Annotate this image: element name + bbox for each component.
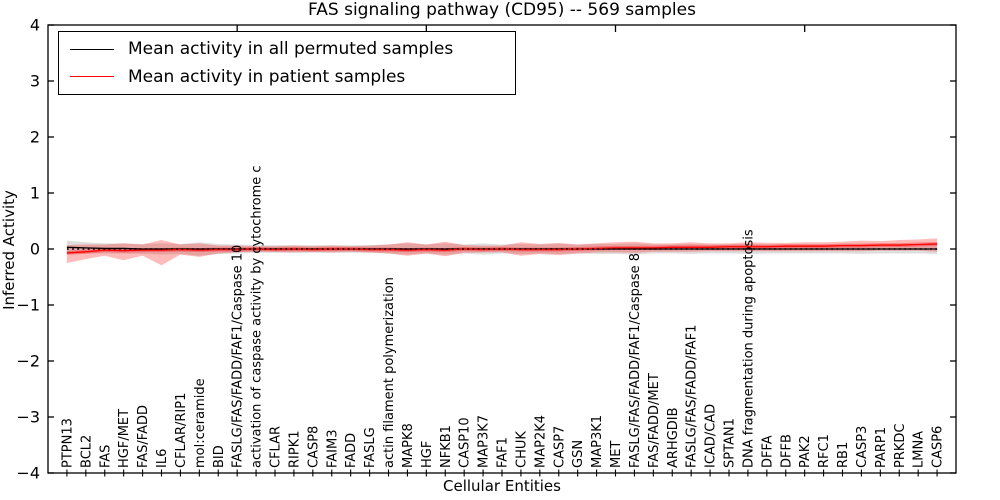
entity-label: CFLAR xyxy=(269,426,284,468)
entity-label: FAS xyxy=(98,445,113,468)
entity-label: NFKB1 xyxy=(439,425,454,468)
entity-label: DFFB xyxy=(779,434,794,468)
entity-label: RFC1 xyxy=(817,434,832,468)
entity-label: RIPK1 xyxy=(287,430,302,468)
entity-label: actin filament polymerization xyxy=(382,277,397,468)
entity-label: LMNA xyxy=(912,431,927,468)
entity-label: FASLG/FAS/FADD/FAF1/Caspase 8 xyxy=(628,253,643,468)
entity-label: ARHGDIB xyxy=(666,407,681,468)
y-tick-label: −2 xyxy=(16,352,40,371)
entity-label: MAP3K7 xyxy=(477,415,492,468)
x-axis-label: Cellular Entities xyxy=(443,477,561,495)
entity-label: ICAD/CAD xyxy=(704,404,719,468)
y-tick-label: 2 xyxy=(30,128,40,147)
entity-label: PARP1 xyxy=(874,427,889,468)
legend-item-patient: Mean activity in patient samples xyxy=(59,67,515,87)
entity-label: CASP8 xyxy=(306,426,321,468)
y-tick-label: −3 xyxy=(16,408,40,427)
permuted_std-band xyxy=(66,240,938,256)
legend: Mean activity in all permuted samples Me… xyxy=(58,31,516,95)
entity-label: IL6 xyxy=(155,449,170,468)
entity-label: CASP7 xyxy=(552,426,567,468)
series-patient-line xyxy=(66,243,938,254)
entity-label: FAS/FADD xyxy=(136,405,151,468)
entity-label: CASP3 xyxy=(855,426,870,468)
y-tick-label: 0 xyxy=(30,240,40,259)
entity-label: MAP2K4 xyxy=(533,415,548,468)
entity-label: PRKDC xyxy=(893,424,908,468)
entity-label: FASLG/FAS/FADD/FAF1/Caspase 10 xyxy=(231,245,246,468)
entity-label: MAPK8 xyxy=(401,423,416,468)
entity-label: FAS/FADD/MET xyxy=(647,373,662,468)
y-tick-label: −1 xyxy=(16,296,40,315)
legend-item-permuted: Mean activity in all permuted samples xyxy=(59,39,515,59)
y-tick-label: 4 xyxy=(30,16,40,35)
entity-label: FASLG xyxy=(363,427,378,468)
entity-label: PAK2 xyxy=(798,435,813,468)
entity-label: MET xyxy=(609,441,624,468)
entity-label: SPTAN1 xyxy=(723,418,738,468)
entity-label: BID xyxy=(212,445,227,468)
legend-label-permuted: Mean activity in all permuted samples xyxy=(128,39,454,60)
entity-label: BCL2 xyxy=(79,435,94,468)
entity-label: FASLG/FAS/FADD/FAF1 xyxy=(685,325,700,468)
chart-title: FAS signaling pathway (CD95) -- 569 samp… xyxy=(308,0,696,20)
entity-label: HGF/MET xyxy=(117,409,132,468)
entity-label: FAIM3 xyxy=(325,430,340,469)
entity-label: activation of caspase activity by cytoch… xyxy=(250,165,265,468)
entity-label: DNA fragmentation during apoptosis xyxy=(741,229,756,468)
entity-label: GSN xyxy=(571,440,586,468)
entity-label: FAF1 xyxy=(496,437,511,468)
entity-label: PTPN13 xyxy=(60,418,75,468)
patient-line-sample xyxy=(70,76,114,78)
y-tick-label: −4 xyxy=(16,464,40,483)
entity-label: DFFA xyxy=(760,435,775,468)
entity-label: MAP3K1 xyxy=(590,415,605,468)
entity-label: HGF xyxy=(420,441,435,468)
permuted-line-sample xyxy=(70,48,114,50)
entity-label: CASP6 xyxy=(931,426,946,468)
y-tick-label: 3 xyxy=(30,72,40,91)
legend-label-patient: Mean activity in patient samples xyxy=(128,66,406,87)
patient_std-band xyxy=(66,238,938,266)
entity-label: CFLAR/RIP1 xyxy=(174,393,189,468)
entity-label: mol:ceramide xyxy=(193,378,208,468)
y-tick-label: 1 xyxy=(30,184,40,203)
entity-label: CASP10 xyxy=(458,417,473,468)
entity-label: CHUK xyxy=(514,431,529,468)
entity-label: RB1 xyxy=(836,442,851,468)
entity-label: FADD xyxy=(344,433,359,468)
